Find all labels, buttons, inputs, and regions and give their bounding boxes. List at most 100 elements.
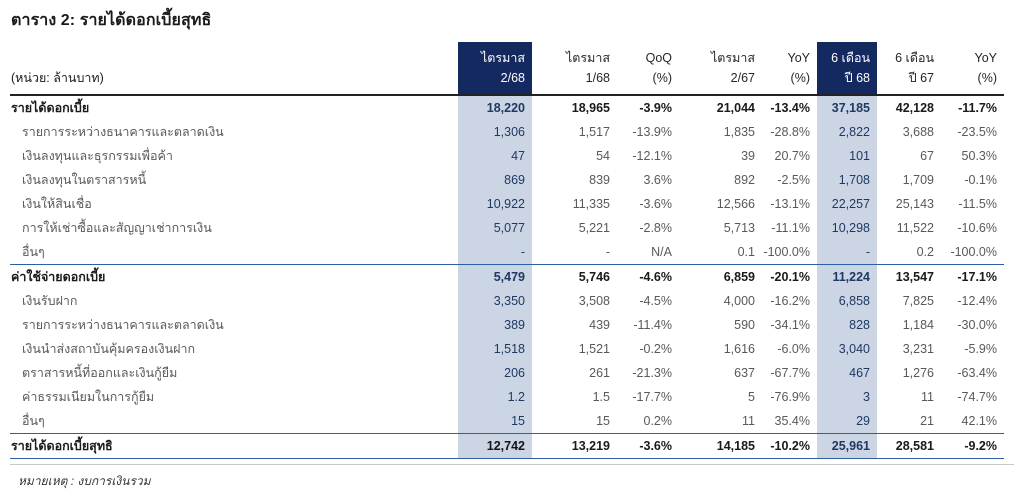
footnote: หมายเหตุ : งบการเงินรวม [18,474,151,488]
column-header-q1-68: ไตรมาส 1/68 [565,51,610,85]
table-cell: -74.7% [957,390,997,404]
table-row: รายได้ดอกเบี้ย 18,220 18,965 -3.9% 21,044 -13… [10,95,1004,120]
table-cell: 39 [741,149,755,163]
table-cell: 5,713 [723,221,755,235]
table-cell: 0.2 [916,245,934,259]
table-cell: -4.5% [639,294,672,308]
table-header-row: (หน่วย: ล้านบาท) ไตรมาส 2/68 ไตรมาส 1/68… [10,42,1004,95]
table-cell: 15 [596,414,610,428]
table-cell: 869 [458,168,532,192]
table-cell: 467 [817,361,877,385]
table-cell: -13.9% [632,125,672,139]
table-cell: 11 [921,390,934,404]
column-header-yoy-6m: YoY (%) [974,51,997,85]
row-label: ตราสารหนี้ที่ออกและเงินกู้ยืม [22,366,178,380]
table-cell: 1,518 [458,337,532,361]
table-cell: -76.9% [770,390,810,404]
table-row: เงินรับฝาก 3,350 3,508 -4.5% 4,000 -16.2% 6,85… [10,289,1004,313]
row-label: อื่นๆ [22,414,45,428]
table-cell: 28,581 [877,433,941,459]
table-cell: -11.7% [958,101,997,115]
table-cell: -4.6% [639,270,672,284]
table-cell: 3,688 [902,125,934,139]
table-cell: -13.4% [770,101,810,115]
table-cell: 7,825 [902,294,934,308]
table-cell: 50.3% [961,149,997,163]
table-cell: -9.2% [941,433,1004,459]
table-cell: 828 [817,313,877,337]
table-row: รายการระหว่างธนาคารและตลาดเงิน 1,306 1,517… [10,120,1004,144]
table-row: รายการระหว่างธนาคารและตลาดเงิน 389 439 -11.… [10,313,1004,337]
table-cell: 0.2% [643,414,673,428]
table-cell: 25,143 [895,197,934,211]
table-cell: 15 [458,409,532,434]
table-cell: 6,858 [817,289,877,313]
table-cell: 11 [742,414,755,428]
table-cell: 1,517 [578,125,610,139]
table-cell: 47 [458,144,532,168]
table-cell: 0.1 [737,245,755,259]
table-cell: -3.9% [639,101,672,115]
table-cell: -11.1% [771,221,810,235]
table-cell: -21.3% [632,366,672,380]
table-row: อื่นๆ 15 15 0.2% 11 35.4% 29 21 42.1% [10,409,1004,434]
table-cell: 1,835 [723,125,755,139]
table-cell: 22,257 [817,192,877,216]
table-row: ค่าใช้จ่ายดอกเบี้ย 5,479 5,746 -4.6% 6,859 -2… [10,264,1004,289]
table-row: เงินลงทุนในตราสารหนี้ 869 839 3.6% 892 -2.5% 1… [10,168,1004,192]
table-cell: - [605,245,610,259]
table-cell: 2,822 [817,120,877,144]
table-cell: -28.8% [770,125,810,139]
table-cell: -13.1% [770,197,810,211]
table-cell: 14,185 [679,433,762,459]
table-cell: -3.6% [639,197,672,211]
table-cell: 13,547 [895,270,934,284]
row-label: รายการระหว่างธนาคารและตลาดเงิน [22,318,224,332]
row-label: เงินลงทุนและธุรกรรมเพื่อค้า [22,149,173,163]
table-row: เงินให้สินเชื่อ 10,922 11,335 -3.6% 12,566 -1… [10,192,1004,216]
table-cell: 1,709 [902,173,934,187]
table-cell: 21 [920,414,934,428]
table-cell: -2.5% [777,173,810,187]
table-cell: 1,616 [723,342,755,356]
table-cell: -12.4% [957,294,997,308]
table-cell: 1,306 [458,120,532,144]
table-cell: 1,184 [902,318,934,332]
table-cell: - [817,240,877,265]
column-header-yoy-q: YoY (%) [787,51,810,85]
table-cell: 11,522 [896,221,934,235]
table-body: รายได้ดอกเบี้ย 18,220 18,965 -3.9% 21,044 -13… [10,95,1004,459]
row-label: ค่าธรรมเนียมในการกู้ยืม [22,390,155,404]
table-cell: 3 [817,385,877,409]
row-label: เงินให้สินเชื่อ [22,197,92,211]
table-cell: -5.9% [964,342,997,356]
column-header-6m-67: 6 เดือน ปี 67 [895,51,934,85]
table-cell: -2.8% [639,221,672,235]
table-cell: 42.1% [961,414,997,428]
table-cell: 5,221 [578,221,610,235]
table-cell: 5,746 [578,270,610,284]
table-cell: 35.4% [774,414,810,428]
table-cell: 18,965 [571,101,610,115]
table-cell: -63.4% [957,366,997,380]
table-cell: -6.0% [777,342,810,356]
table-cell: 439 [589,318,610,332]
row-label: เงินรับฝาก [22,294,78,308]
row-label: ค่าใช้จ่ายดอกเบี้ย [11,270,106,284]
table-row: อื่นๆ - - N/A 0.1 -100.0% -0.2 -100.0% [10,240,1004,265]
table-cell: 5,077 [458,216,532,240]
column-header-q2-67: ไตรมาส 2/67 [710,51,755,85]
column-header-qoq: QoQ (%) [645,51,672,85]
table-cell: -17.7% [632,390,672,404]
table-cell: 10,922 [458,192,532,216]
net-interest-income-table: (หน่วย: ล้านบาท) ไตรมาส 2/68 ไตรมาส 1/68… [10,42,1004,459]
page-title: ตาราง 2: รายได้ดอกเบี้ยสุทธิ [11,12,212,29]
table-cell: 37,185 [817,95,877,120]
row-label: รายได้ดอกเบี้ยสุทธิ [10,433,458,459]
table-cell: -10.2% [762,433,817,459]
table-cell: -30.0% [957,318,997,332]
table-cell: 637 [734,366,755,380]
table-cell: -16.2% [770,294,810,308]
table-cell: 29 [817,409,877,434]
